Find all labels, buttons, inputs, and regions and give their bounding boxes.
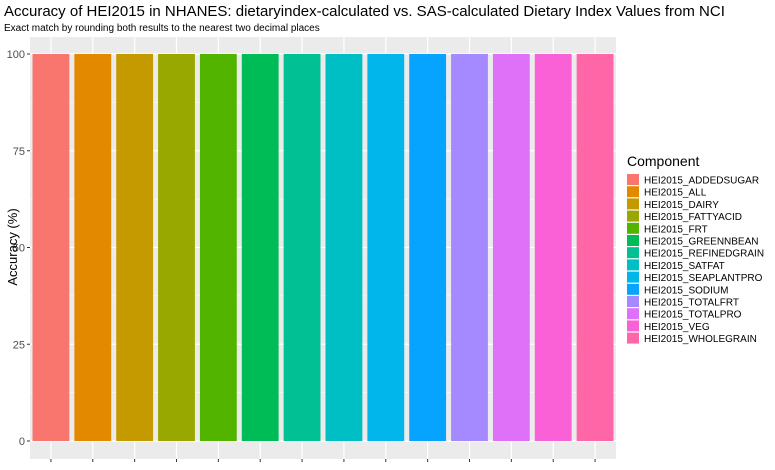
bar-hei2015-frt [199,54,237,441]
legend-key-hei2015-frt [627,222,639,234]
legend-label: HEI2015_VEG [644,322,710,333]
legend: Component HEI2015_ADDEDSUGARHEI2015_ALLH… [627,153,764,345]
y-tick-label: 75 [13,146,25,158]
legend-key-hei2015-seaplantpro [627,271,639,283]
bar-hei2015-dairy [116,54,154,441]
chart-title: Accuracy of HEI2015 in NHANES: dietaryin… [4,3,725,20]
bar-hei2015-veg [534,54,572,441]
legend-label: HEI2015_SATFAT [644,261,725,272]
y-axis: 0 25 50 75 100 [7,49,30,448]
legend-key-hei2015-refinedgrain [627,247,639,259]
legend-label: HEI2015_SODIUM [644,285,728,296]
bar-hei2015-totalpro [492,54,530,441]
bar-hei2015-addedsugar [32,54,70,441]
legend-key-hei2015-sodium [627,283,639,295]
bar-hei2015-wholegrain [576,54,614,441]
y-axis-label: Accuracy (%) [5,208,20,285]
legend-key-hei2015-totalfrt [627,296,639,307]
bar-hei2015-greennbean [241,54,279,441]
bars [32,54,614,441]
legend-key-hei2015-wholegrain [627,332,639,344]
legend-label: HEI2015_TOTALPRO [644,310,742,321]
legend-title: Component [627,153,699,169]
legend-label: HEI2015_GREENNBEAN [644,237,759,248]
legend-key-hei2015-all [627,186,639,198]
bar-hei2015-seaplantpro [367,54,405,441]
legend-label: HEI2015_TOTALFRT [644,298,739,309]
legend-key-hei2015-dairy [627,198,639,210]
bar-hei2015-fattyacid [158,54,195,441]
bar-hei2015-totalfrt [451,54,488,441]
y-tick-label: 50 [13,243,25,255]
legend-label: HEI2015_DAIRY [644,200,719,211]
bar-hei2015-refinedgrain [283,54,321,441]
bar-hei2015-satfat [325,54,363,441]
y-tick-label: 100 [7,49,25,61]
legend-key-hei2015-totalpro [627,308,639,320]
legend-label: HEI2015_FATTYACID [644,212,742,223]
legend-label: HEI2015_SEAPLANTPRO [644,273,763,284]
legend-label: HEI2015_ALL [644,188,707,199]
legend-key-hei2015-addedsugar [627,174,639,185]
y-tick-label: 0 [19,436,25,448]
legend-key-hei2015-veg [627,320,639,332]
legend-key-hei2015-greennbean [627,235,639,246]
bar-hei2015-sodium [409,54,447,441]
y-tick-label: 25 [13,339,25,351]
legend-key-hei2015-satfat [627,259,639,271]
legend-label: HEI2015_FRT [644,224,708,235]
legend-label: HEI2015_WHOLEGRAIN [644,334,757,345]
legend-label: HEI2015_REFINEDGRAIN [644,249,764,260]
bar-hei2015-all [74,54,112,441]
legend-key-hei2015-fattyacid [627,210,639,222]
x-axis-ticks [50,459,596,462]
chart-subtitle: Exact match by rounding both results to … [4,23,320,34]
legend-label: HEI2015_ADDEDSUGAR [644,176,759,187]
